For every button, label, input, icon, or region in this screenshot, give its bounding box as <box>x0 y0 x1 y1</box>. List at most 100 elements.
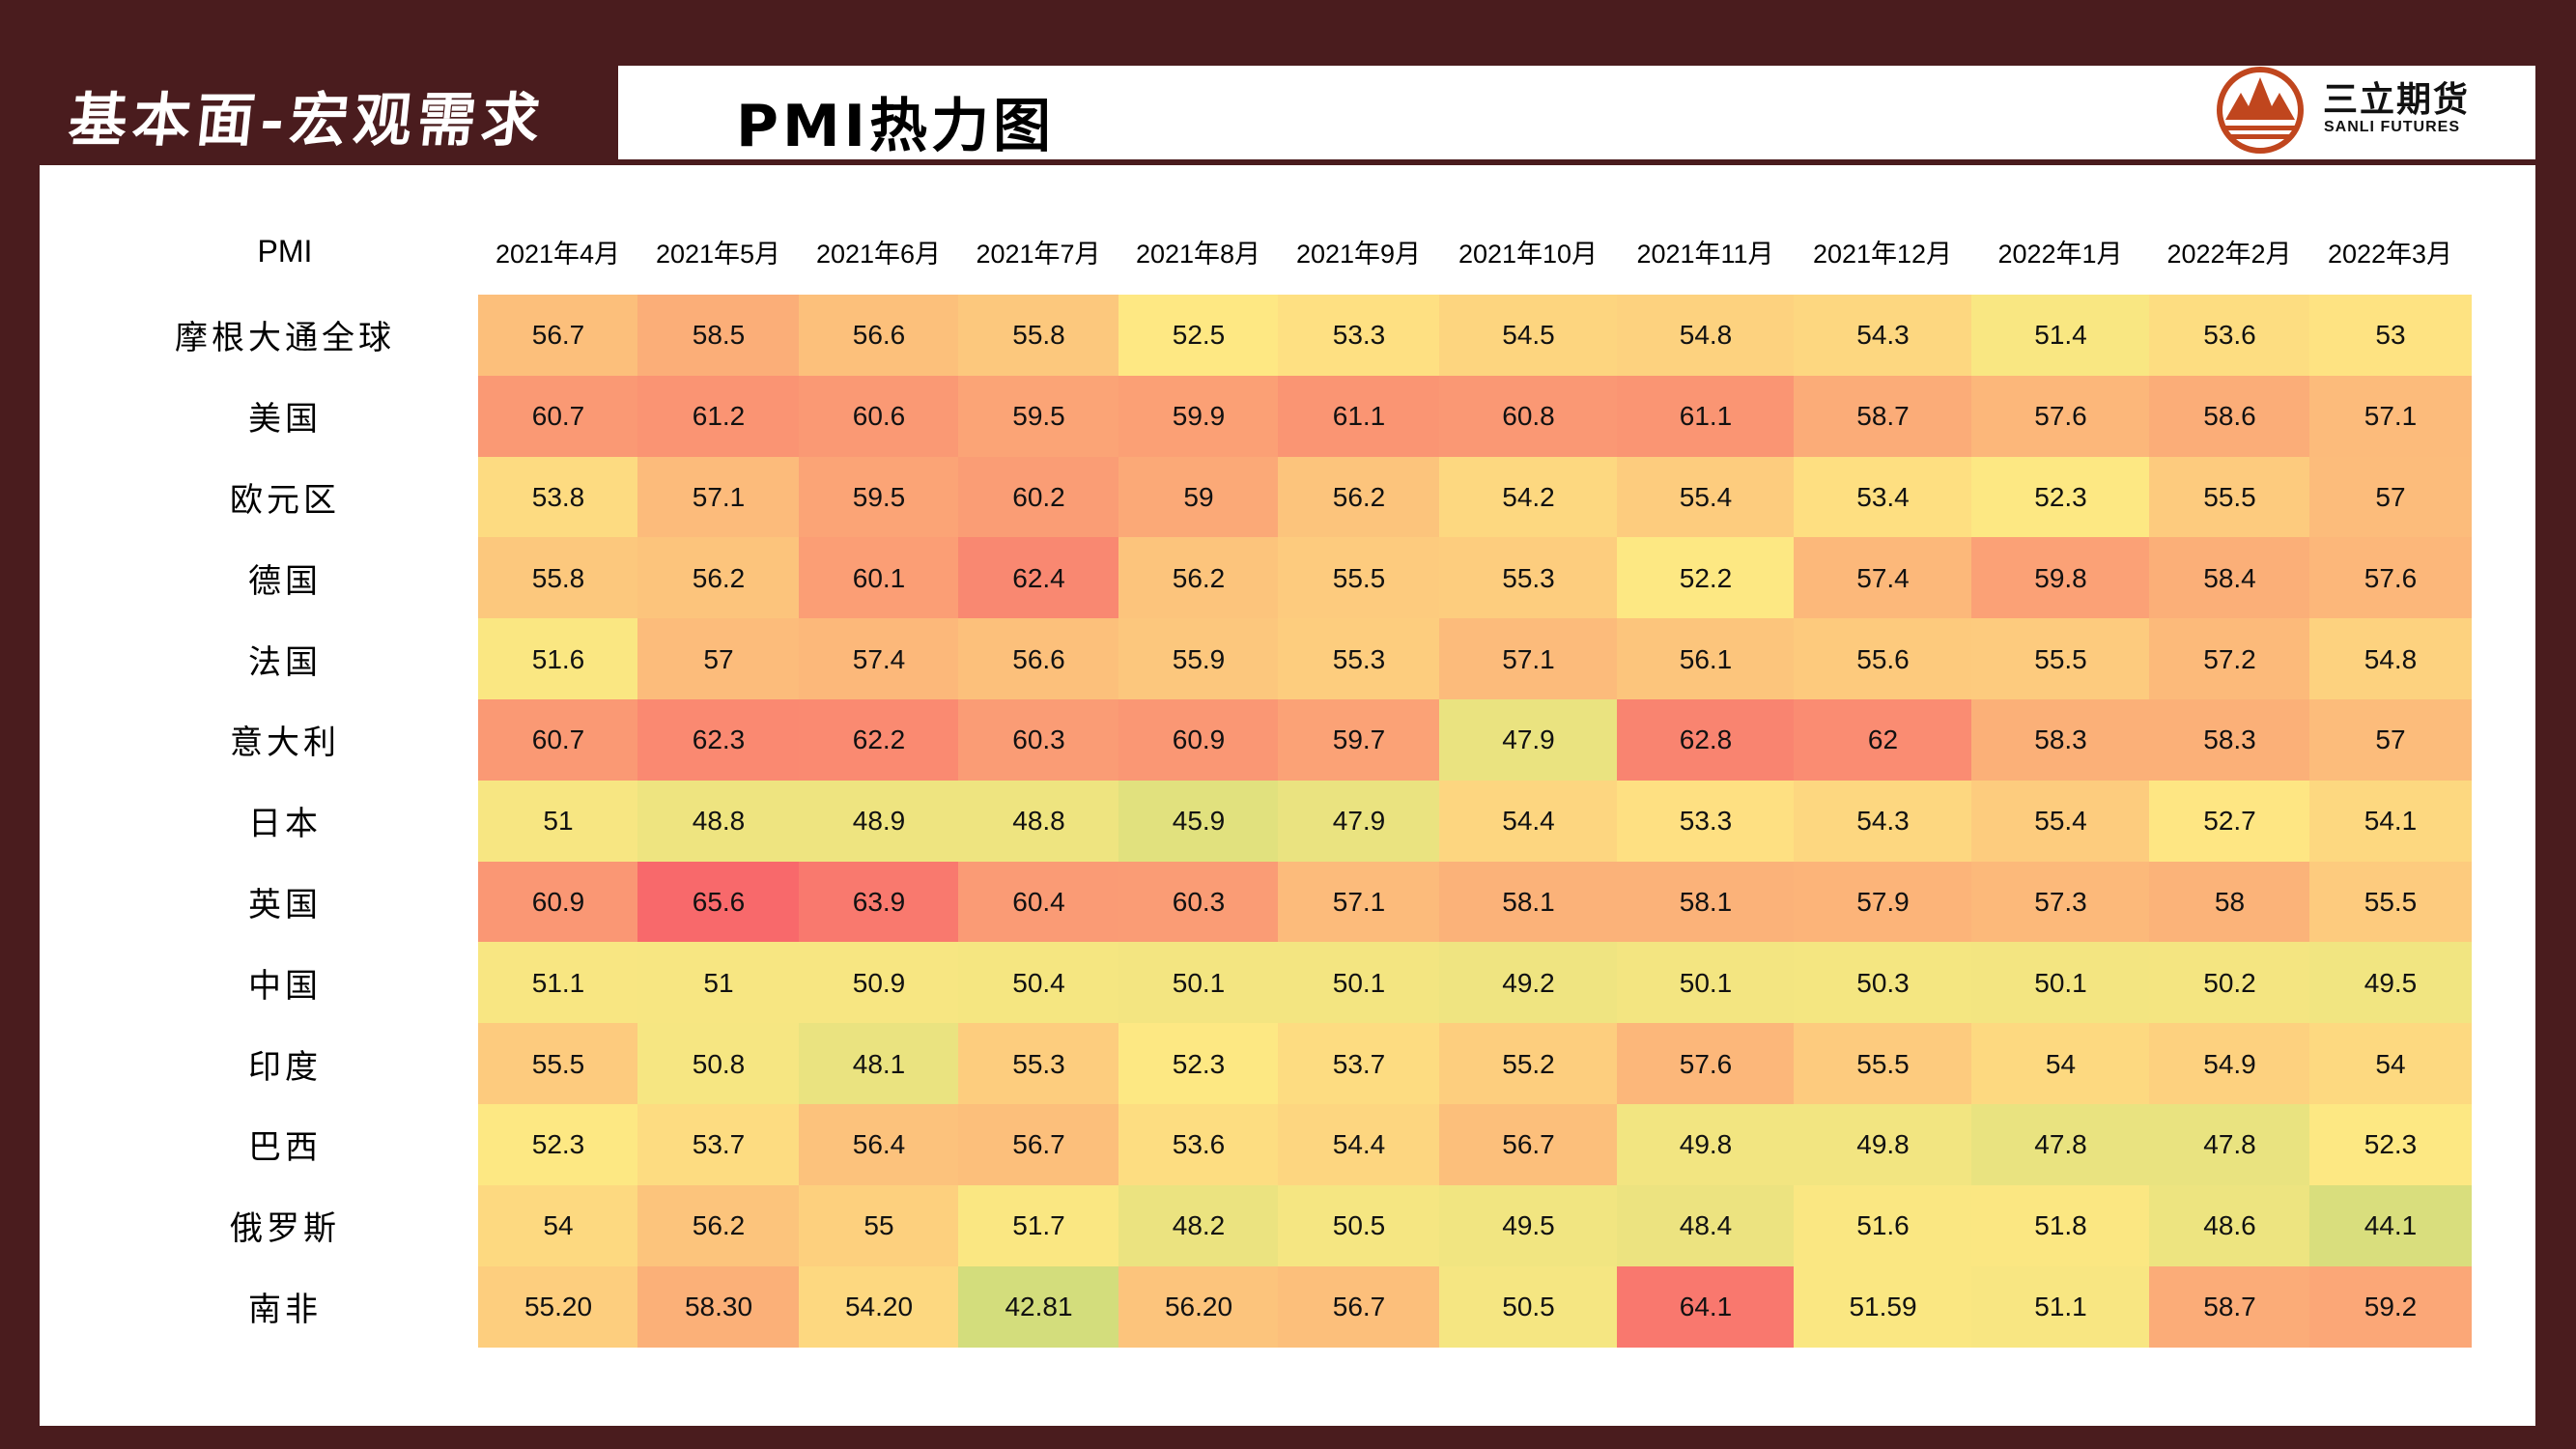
heatmap-cell: 49.8 <box>1617 1104 1795 1186</box>
heatmap-cell: 56.2 <box>1118 537 1279 620</box>
heatmap-cell: 56.2 <box>637 537 800 620</box>
heatmap-cell: 44.1 <box>2309 1184 2472 1267</box>
row-header: 印度 <box>248 1047 322 1087</box>
heatmap-cell: 57.4 <box>1794 537 1972 620</box>
heatmap-cell: 55.5 <box>1971 618 2150 700</box>
heatmap-cell: 49.5 <box>1439 1184 1618 1267</box>
heatmap-cell: 45.9 <box>1118 780 1279 863</box>
heatmap-cell: 47.8 <box>1971 1104 2150 1186</box>
section-title-block <box>0 66 715 165</box>
heatmap-cell: 58.3 <box>1971 699 2150 781</box>
heatmap-cell: 55.4 <box>1617 456 1795 539</box>
row-header: 意大利 <box>230 724 340 763</box>
heatmap-cell: 56.2 <box>1278 456 1440 539</box>
heatmap-cell: 57.6 <box>1971 375 2150 458</box>
heatmap-cell: 58.4 <box>2149 537 2310 620</box>
heatmap-cell: 50.9 <box>799 942 959 1025</box>
row-header: 南非 <box>248 1290 322 1329</box>
heatmap-cell: 52.3 <box>1971 456 2150 539</box>
heatmap-cell: 57.6 <box>1617 1023 1795 1105</box>
heatmap-cell: 55.6 <box>1794 618 1972 700</box>
heatmap-cell: 48.1 <box>799 1023 959 1105</box>
heatmap-cell: 55 <box>799 1184 959 1267</box>
heatmap-cell: 55.8 <box>958 295 1119 377</box>
heatmap-cell: 57.3 <box>1971 861 2150 944</box>
heatmap-cell: 54.5 <box>1439 295 1618 377</box>
heatmap-cell: 56.1 <box>1617 618 1795 700</box>
heatmap-cell: 60.1 <box>799 537 959 620</box>
heatmap-cell: 50.5 <box>1439 1265 1618 1349</box>
heatmap-cell: 57.1 <box>1439 618 1618 700</box>
corner-label: PMI <box>257 233 313 269</box>
row-header: 美国 <box>248 400 322 440</box>
heatmap-cell: 50.1 <box>1278 942 1440 1025</box>
heatmap-cell: 59.5 <box>799 456 959 539</box>
heatmap-cell: 54.3 <box>1794 295 1972 377</box>
heatmap-cell: 56.7 <box>958 1104 1119 1186</box>
heatmap-cell: 54.1 <box>2309 780 2472 863</box>
heatmap-cell: 52.7 <box>2149 780 2310 863</box>
heatmap-cell: 60.6 <box>799 375 959 458</box>
section-title: 基本面-宏观需求 <box>65 87 550 155</box>
logo-name-cn: 三立期货 <box>2323 80 2471 120</box>
heatmap-cell: 55.3 <box>958 1023 1119 1105</box>
heatmap-cell: 58.1 <box>1617 861 1795 944</box>
heatmap-cell: 52.3 <box>2309 1104 2472 1186</box>
heatmap-cell: 57.1 <box>2309 375 2472 458</box>
heatmap-cell: 56.6 <box>799 295 959 377</box>
column-header: 2022年1月 <box>1997 239 2123 269</box>
heatmap-cell: 58 <box>2149 861 2310 944</box>
heatmap-cell: 50.4 <box>958 942 1119 1025</box>
heatmap-cell: 53 <box>2309 295 2472 377</box>
heatmap-cell: 57.6 <box>2309 537 2472 620</box>
row-header: 德国 <box>248 561 322 601</box>
heatmap-cell: 60.8 <box>1439 375 1618 458</box>
heatmap-cell: 52.2 <box>1617 537 1795 620</box>
heatmap-cell: 60.7 <box>478 699 638 781</box>
row-header: 英国 <box>248 885 322 924</box>
heatmap-cell: 51.8 <box>1971 1184 2150 1267</box>
heatmap-cell: 49.5 <box>2309 942 2472 1025</box>
heatmap-cell: 59.5 <box>958 375 1119 458</box>
heatmap-cell: 54.3 <box>1794 780 1972 863</box>
heatmap-cell: 59.7 <box>1278 699 1440 781</box>
heatmap-cell: 62.3 <box>637 699 800 781</box>
heatmap-cell: 62 <box>1794 699 1972 781</box>
heatmap-cell: 55.5 <box>1278 537 1440 620</box>
column-header: 2022年2月 <box>2166 239 2292 269</box>
heatmap-cell: 52.3 <box>1118 1023 1279 1105</box>
heatmap-cell: 50.8 <box>637 1023 800 1105</box>
heatmap-cell: 52.3 <box>478 1104 638 1186</box>
heatmap-cell: 53.7 <box>1278 1023 1440 1105</box>
heatmap-cell: 54.9 <box>2149 1023 2310 1105</box>
heatmap-cell: 58.6 <box>2149 375 2310 458</box>
heatmap-cell: 55.5 <box>2309 861 2472 944</box>
heatmap-cell: 60.9 <box>1118 699 1279 781</box>
heatmap-cell: 51 <box>637 942 800 1025</box>
heatmap-cell: 55.20 <box>478 1265 638 1349</box>
heatmap-cell: 65.6 <box>637 861 800 944</box>
heatmap-cell: 54.20 <box>799 1265 959 1349</box>
heatmap-cell: 53.7 <box>637 1104 800 1186</box>
heatmap-cell: 53.8 <box>478 456 638 539</box>
heatmap-cell: 58.7 <box>1794 375 1972 458</box>
heatmap-cell: 57.1 <box>1278 861 1440 944</box>
heatmap-cell: 59.2 <box>2309 1265 2472 1349</box>
heatmap-cell: 51.6 <box>478 618 638 700</box>
heatmap-cell: 47.8 <box>2149 1104 2310 1186</box>
row-header: 法国 <box>248 642 322 682</box>
heatmap-cell: 54.4 <box>1278 1104 1440 1186</box>
heatmap-cell: 53.3 <box>1617 780 1795 863</box>
heatmap-cell: 59.9 <box>1118 375 1279 458</box>
row-header: 摩根大通全球 <box>175 319 395 358</box>
page-title: PMI热力图 <box>736 93 1056 160</box>
heatmap-cell: 57 <box>637 618 800 700</box>
heatmap-cell: 51.7 <box>958 1184 1119 1267</box>
heatmap-cell: 47.9 <box>1278 780 1440 863</box>
heatmap-cell: 52.5 <box>1118 295 1279 377</box>
heatmap-cell: 53.3 <box>1278 295 1440 377</box>
heatmap-cell: 51.59 <box>1794 1265 1972 1349</box>
heatmap-cell: 62.4 <box>958 537 1119 620</box>
heatmap-cell: 60.3 <box>958 699 1119 781</box>
column-header: 2021年8月 <box>1135 239 1261 269</box>
